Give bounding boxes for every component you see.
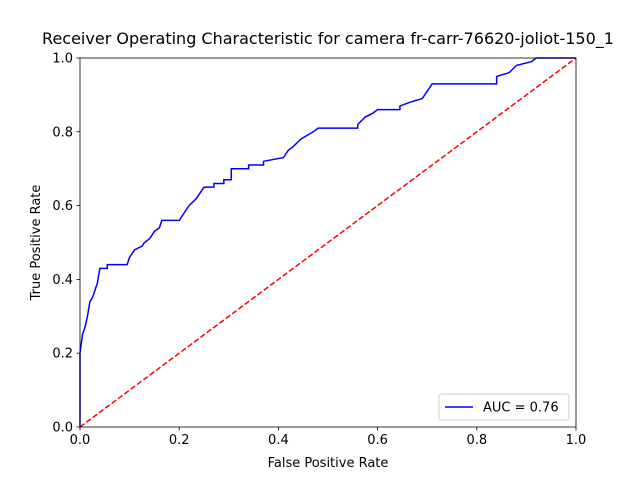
x-tick-label: 0.0 xyxy=(70,433,91,448)
x-tick-label: 1.0 xyxy=(566,433,587,448)
y-tick-label: 0.4 xyxy=(52,273,73,288)
line xyxy=(79,57,577,428)
x-tick-label: 0.6 xyxy=(367,433,388,448)
line xyxy=(79,57,576,427)
y-tick-label: 0.0 xyxy=(52,421,73,436)
legend-label: AUC = 0.76 xyxy=(483,401,559,416)
x-tick-label: 0.8 xyxy=(466,433,487,448)
plot-frame xyxy=(79,57,577,428)
y-tick-label: 0.6 xyxy=(52,199,73,214)
y-tick-label: 1.0 xyxy=(52,52,73,67)
y-tick-label: 0.2 xyxy=(52,347,73,362)
y-axis-label: True Positive Rate xyxy=(29,185,44,302)
x-tick-label: 0.2 xyxy=(169,433,190,448)
x-tick-label: 0.4 xyxy=(268,433,289,448)
chart-title: Receiver Operating Characteristic for ca… xyxy=(42,29,614,49)
x-axis-label: False Positive Rate xyxy=(268,456,389,471)
y-tick-label: 0.8 xyxy=(52,125,73,140)
legend-box xyxy=(438,393,570,421)
